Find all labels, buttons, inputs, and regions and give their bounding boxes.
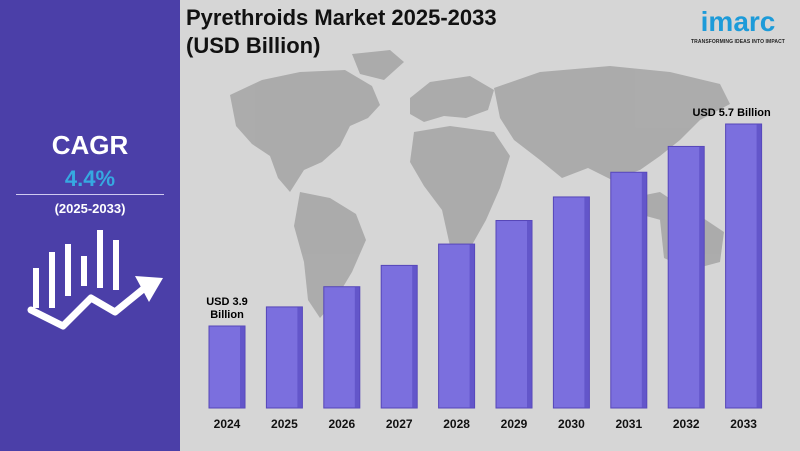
- bar-shade-2033: [756, 124, 762, 408]
- chart-title-line-2: (USD Billion): [186, 33, 321, 58]
- bar-2029: [495, 220, 533, 409]
- x-tick-label: 2024: [214, 417, 241, 431]
- bar-shade-2028: [469, 244, 475, 408]
- chart-title: Pyrethroids Market 2025-2033 (USD Billio…: [186, 4, 606, 60]
- bar-2032: [667, 145, 705, 409]
- data-label-2024: USD 3.9 Billion: [197, 296, 257, 322]
- x-tick-label: 2032: [673, 417, 700, 431]
- x-tick-label: 2027: [386, 417, 413, 431]
- world-map-icon: [230, 50, 730, 318]
- data-label-2033: USD 5.7 Billion: [682, 107, 782, 120]
- cagr-divider: [16, 194, 164, 195]
- bar-2027: [380, 264, 418, 409]
- bar-shade-2027: [412, 265, 418, 408]
- bar-chart-with-arrow-icon: [27, 230, 163, 330]
- imarc-logo: imarc TRANSFORMING IDEAS INTO IMPACT: [682, 6, 794, 48]
- bar-shade-2032: [699, 146, 705, 408]
- bar-shade-2024: [240, 326, 245, 408]
- chart-title-line-1: Pyrethroids Market 2025-2033: [186, 5, 497, 30]
- bar-shade-2029: [527, 220, 532, 408]
- bar-shade-2030: [584, 196, 590, 408]
- x-tick-label: 2026: [328, 417, 355, 431]
- bar-2025: [265, 306, 303, 409]
- cagr-title: CAGR: [51, 130, 129, 160]
- data-label-line: USD 3.9: [206, 296, 248, 308]
- cagr-period: (2025-2033): [54, 201, 126, 216]
- bar-shade-2026: [354, 286, 360, 408]
- cagr-panel: CAGR 4.4% (2025-2033): [0, 0, 180, 451]
- x-tick-label: 2029: [501, 417, 528, 431]
- x-tick-label: 2028: [443, 417, 470, 431]
- x-tick-label: 2025: [271, 417, 298, 431]
- x-tick-label: 2030: [558, 417, 585, 431]
- bar-shade-2031: [641, 172, 647, 408]
- logo-tagline: TRANSFORMING IDEAS INTO IMPACT: [691, 39, 785, 45]
- bar-2031: [610, 171, 648, 409]
- bar-2024: [208, 325, 246, 409]
- bar-2033: [725, 123, 763, 409]
- bar-2026: [323, 286, 361, 409]
- bar-shade-2025: [297, 306, 303, 408]
- data-label-line: USD 5.7 Billion: [692, 107, 771, 119]
- bar-2030: [552, 196, 590, 409]
- x-tick-label: 2031: [615, 417, 642, 431]
- x-tick-label: 2033: [730, 417, 757, 431]
- cagr-value: 4.4%: [64, 166, 116, 191]
- bar-2028: [438, 243, 476, 409]
- logo-wordmark: imarc: [700, 6, 776, 37]
- data-label-line: Billion: [210, 309, 244, 321]
